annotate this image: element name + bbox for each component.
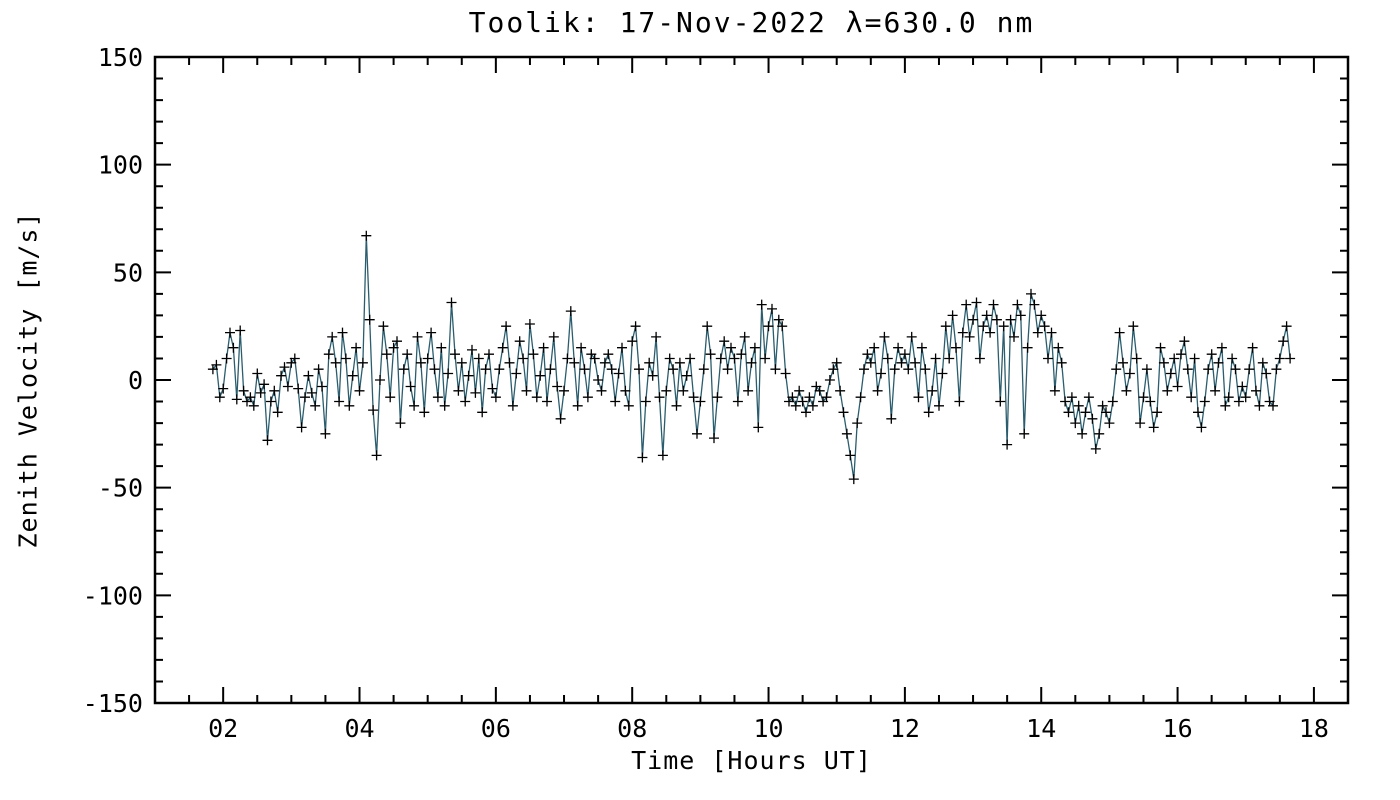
data-line: [212, 235, 1291, 480]
x-tick-label: 16: [1163, 714, 1193, 743]
y-tick-label: -150: [83, 689, 143, 718]
data-markers: [207, 230, 1296, 485]
x-tick-label: 06: [481, 714, 511, 743]
axis-ticks: [155, 56, 1348, 704]
x-tick-label: 18: [1299, 714, 1329, 743]
y-tick-label: 100: [98, 151, 143, 180]
x-tick-label: 10: [753, 714, 783, 743]
x-tick-label: 14: [1026, 714, 1056, 743]
y-tick-label: 0: [128, 366, 143, 395]
chart-title: Toolik: 17-Nov-2022 λ=630.0 nm: [468, 6, 1035, 39]
x-axis-label: Time [Hours UT]: [631, 746, 872, 775]
x-tick-label: 12: [890, 714, 920, 743]
y-axis-label: Zenith Velocity [m/s]: [13, 211, 43, 549]
x-tick-label: 02: [208, 714, 238, 743]
x-tick-label: 04: [344, 714, 374, 743]
y-tick-label: -100: [83, 581, 143, 610]
x-tick-label: 08: [617, 714, 647, 743]
y-tick-label: 150: [98, 43, 143, 72]
y-tick-label: -50: [98, 474, 143, 503]
y-tick-label: 50: [113, 258, 143, 287]
